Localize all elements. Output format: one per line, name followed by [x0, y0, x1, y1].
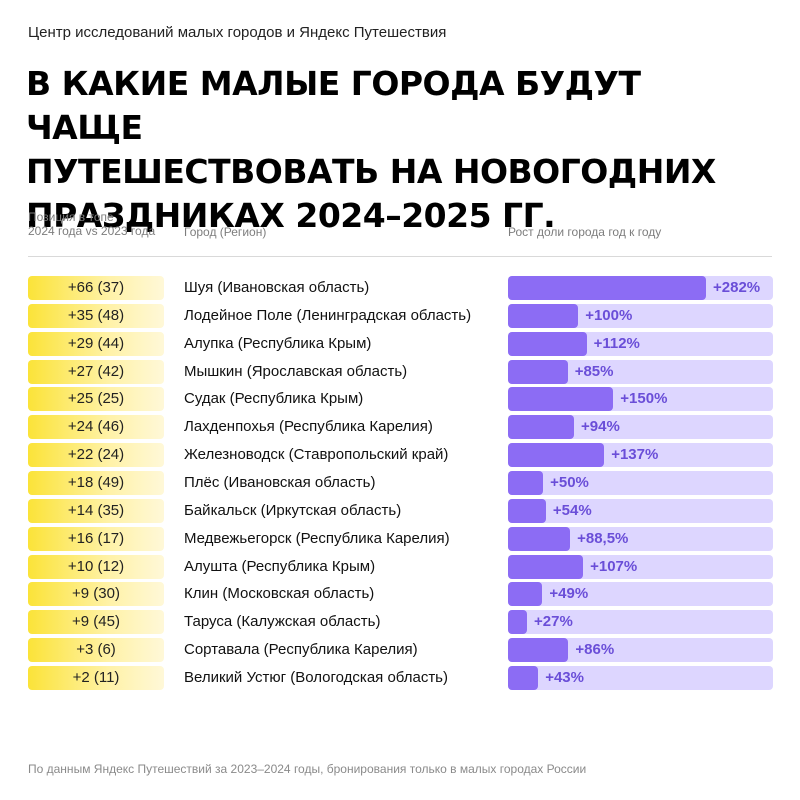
growth-value-label: +49%: [549, 585, 589, 603]
city-label: Медвежьегорск (Республика Карелия): [184, 529, 450, 547]
growth-bar: [508, 582, 543, 607]
city-label: Судак (Республика Крым): [184, 390, 364, 408]
column-header-growth: Рост доли города год к году: [508, 225, 662, 239]
title-line-3: праздниках 2024–2025 гг.: [26, 196, 556, 235]
position-badge: +9 (45): [28, 610, 164, 635]
position-badge: +29 (44): [28, 331, 164, 356]
table-row: +10 (12) Алушта (Республика Крым) +107%: [0, 554, 800, 579]
position-badge: +10 (12): [28, 554, 164, 579]
position-badge: +3 (6): [28, 638, 164, 663]
city-label: Алупка (Республика Крым): [184, 334, 372, 352]
growth-value-label: +88,5%: [577, 529, 629, 547]
footer-note: По данным Яндекс Путешествий за 2023–202…: [28, 762, 587, 776]
city-label: Железноводск (Ставропольский край): [184, 446, 449, 464]
growth-bar: [508, 554, 584, 579]
growth-bar: [508, 471, 544, 495]
growth-bar: [508, 610, 527, 635]
column-header-position: Позиция в топе 2024 года vs 2023 года: [28, 210, 188, 238]
city-label: Великий Устюг (Вологодская область): [184, 668, 448, 686]
growth-value-label: +282%: [713, 279, 761, 296]
bar-track: [508, 498, 773, 523]
table-row: +27 (42) Мышкин (Ярославская область) +85%: [0, 359, 800, 384]
growth-bar: [508, 331, 587, 356]
growth-value-label: +137%: [611, 446, 659, 464]
growth-value-label: +107%: [590, 557, 638, 575]
header-divider: [28, 256, 772, 257]
bar-track: [508, 582, 773, 607]
table-row: +66 (37) Шуя (Ивановская область) +282%: [0, 276, 800, 300]
column-header-city: Город (Регион): [184, 225, 267, 239]
growth-bar: [508, 638, 569, 663]
title-line-1: В какие малые города будут чаще: [26, 64, 641, 147]
title-line-2: путешествовать на новогодних: [26, 152, 716, 191]
city-label: Шуя (Ивановская область): [184, 279, 370, 296]
position-badge: +25 (25): [28, 387, 164, 412]
growth-value-label: +50%: [550, 474, 589, 491]
growth-value-label: +86%: [575, 641, 615, 659]
table-row: +29 (44) Алупка (Республика Крым) +112%: [0, 331, 800, 356]
table-row: +9 (30) Клин (Московская область) +49%: [0, 582, 800, 607]
table-row: +9 (45) Таруса (Калужская область) +27%: [0, 610, 800, 635]
city-label: Мышкин (Ярославская область): [184, 362, 408, 380]
growth-value-label: +100%: [585, 306, 633, 324]
page-title: В какие малые города будут чаще путешест…: [26, 62, 766, 238]
growth-value-label: +112%: [593, 334, 640, 352]
bar-track: [508, 665, 773, 690]
city-label: Лодейное Поле (Ленинградская область): [184, 306, 472, 324]
table-row: +24 (46) Лахденпохья (Республика Карелия)…: [0, 415, 800, 440]
growth-bar: [508, 276, 706, 300]
growth-value-label: +85%: [574, 362, 614, 380]
table-row: +14 (35) Байкальск (Иркутская область) +54…: [0, 498, 800, 523]
table-row: +3 (6) Сортавала (Республика Карелия) +86%: [0, 638, 800, 663]
growth-value-label: +27%: [534, 613, 573, 631]
position-badge: +2 (11): [28, 665, 164, 690]
bar-track: [508, 471, 773, 495]
position-badge: +16 (17): [28, 526, 164, 551]
growth-bar: [508, 415, 574, 440]
column-header-position-line-1: Позиция в топе: [28, 210, 114, 224]
city-label: Алушта (Республика Крым): [184, 557, 376, 575]
position-badge: +66 (37): [28, 276, 164, 300]
growth-value-label: +150%: [620, 390, 668, 408]
growth-bar: [508, 387, 614, 412]
city-label: Плёс (Ивановская область): [184, 474, 376, 491]
position-badge: +35 (48): [28, 303, 164, 328]
position-badge: +22 (24): [28, 443, 164, 468]
growth-bar: [508, 359, 568, 384]
table-row: +35 (48) Лодейное Поле (Ленинградская обл…: [0, 303, 800, 328]
growth-bar: [508, 526, 571, 551]
city-label: Байкальск (Иркутская область): [184, 501, 402, 519]
growth-value-label: +43%: [545, 668, 584, 686]
growth-bar: [508, 303, 579, 328]
bar-track: [508, 610, 773, 635]
table-row: +2 (11) Великий Устюг (Вологодская област…: [0, 665, 800, 690]
table-row: +22 (24) Железноводск (Ставропольский кра…: [0, 443, 800, 468]
table-row: +25 (25) Судак (Республика Крым) +150%: [0, 387, 800, 412]
position-badge: +27 (42): [28, 359, 164, 384]
growth-bar: [508, 498, 546, 523]
position-badge: +14 (35): [28, 498, 164, 523]
table-row: +16 (17) Медвежьегорск (Республика Карели…: [0, 526, 800, 551]
growth-bar: [508, 665, 539, 690]
city-label: Лахденпохья (Республика Карелия): [184, 418, 433, 436]
city-label: Сортавала (Республика Карелия): [184, 641, 418, 659]
table-row: +18 (49) Плёс (Ивановская область) +50%: [0, 471, 800, 495]
source-caption: Центр исследований малых городов и Яндек…: [28, 24, 447, 41]
growth-bar: [508, 443, 605, 468]
growth-value-label: +54%: [552, 501, 592, 519]
city-label: Клин (Московская область): [184, 585, 375, 603]
growth-value-label: +94%: [581, 418, 620, 436]
position-badge: +9 (30): [28, 582, 164, 607]
city-label: Таруса (Калужская область): [184, 613, 381, 631]
position-badge: +18 (49): [28, 471, 164, 495]
column-header-position-line-2: 2024 года vs 2023 года: [28, 224, 156, 238]
position-badge: +24 (46): [28, 415, 164, 440]
